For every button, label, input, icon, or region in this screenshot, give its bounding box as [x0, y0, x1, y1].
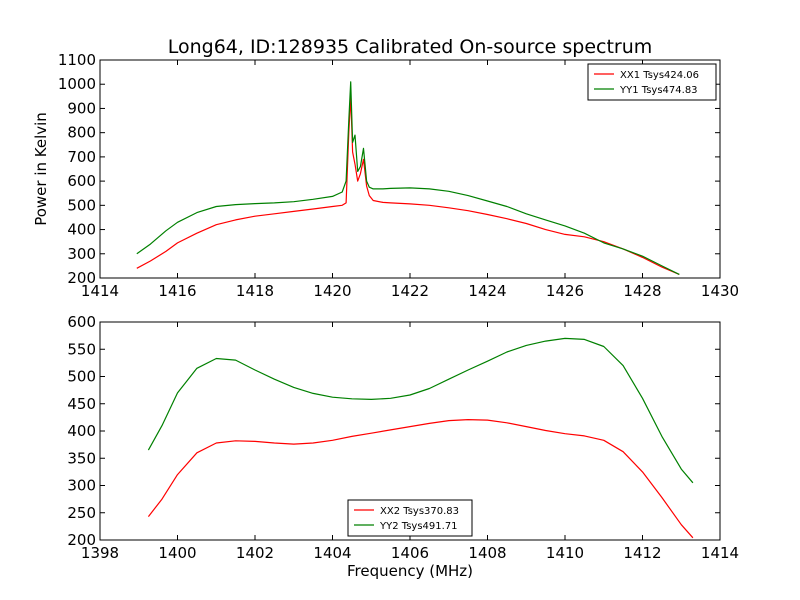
- top-y-tick-label: 1100: [58, 51, 96, 69]
- bottom-series-line-1: [147, 419, 694, 539]
- top-y-tick-label: 300: [67, 245, 96, 263]
- top-y-tick-label: 800: [67, 124, 96, 142]
- top-plot: 1414 1416 1418 1420 1422 1424 1426 1428 1430 200 3…: [58, 51, 739, 300]
- bottom-y-tick-label: 200: [67, 531, 96, 549]
- bottom-legend-label: YY2 Tsys491.71: [379, 521, 458, 532]
- top-y-tick-label: 500: [67, 196, 96, 214]
- top-x-tick-label: 1420: [313, 282, 351, 300]
- top-y-axis-label: Power in Kelvin: [32, 112, 50, 226]
- bottom-x-tick-label: 1400: [158, 544, 196, 562]
- top-x-tick-label: 1424: [468, 282, 506, 300]
- bottom-x-tick-label: 1410: [546, 544, 584, 562]
- bottom-x-tick-label: 1412: [623, 544, 661, 562]
- top-x-tick-label: 1416: [158, 282, 196, 300]
- top-legend-label: XX1 Tsys424.06: [620, 70, 699, 81]
- bottom-y-tick-label: 300: [67, 477, 96, 495]
- top-x-tick-label: 1414: [81, 282, 119, 300]
- bottom-x-tick-label: 1408: [468, 544, 506, 562]
- chart-title: Long64, ID:128935 Calibrated On-source s…: [168, 36, 653, 58]
- top-x-tick-label: 1430: [701, 282, 739, 300]
- bottom-series-line-2: [147, 337, 694, 484]
- bottom-y-tick-label: 350: [67, 449, 96, 467]
- top-x-tick-label: 1418: [236, 282, 274, 300]
- bottom-x-tick-label: 1406: [391, 544, 429, 562]
- top-x-tick-label: 1422: [391, 282, 429, 300]
- bottom-legend-label: XX2 Tsys370.83: [380, 506, 459, 517]
- top-series-line-1: [136, 95, 680, 275]
- bottom-x-axis-label: Frequency (MHz): [347, 562, 473, 580]
- bottom-x-tick-label: 1402: [236, 544, 274, 562]
- bottom-y-tick-label: 400: [67, 422, 96, 440]
- top-x-tick-label: 1426: [546, 282, 584, 300]
- top-x-tick-label: 1428: [623, 282, 661, 300]
- top-series-line-2: [136, 81, 680, 275]
- top-legend-label: YY1 Tsys474.83: [619, 85, 698, 96]
- top-y-tick-label: 400: [67, 221, 96, 239]
- top-y-tick-label: 200: [67, 269, 96, 287]
- top-y-tick-label: 900: [67, 99, 96, 117]
- bottom-plot: 1398 1400 1402 1404 1406 1408 1410 1412 1414 200 2…: [67, 313, 739, 562]
- bottom-y-tick-label: 600: [67, 313, 96, 331]
- bottom-y-tick-label: 550: [67, 340, 96, 358]
- bottom-y-tick-label: 250: [67, 504, 96, 522]
- bottom-x-tick-label: 1398: [81, 544, 119, 562]
- bottom-legend-box: [347, 499, 473, 537]
- top-legend-box: [587, 63, 717, 101]
- bottom-x-tick-label: 1404: [313, 544, 351, 562]
- bottom-x-tick-label: 1414: [701, 544, 739, 562]
- top-y-tick-label: 1000: [58, 75, 96, 93]
- bottom-y-tick-label: 450: [67, 395, 96, 413]
- bottom-y-tick-label: 500: [67, 368, 96, 386]
- top-y-tick-label: 600: [67, 172, 96, 190]
- top-y-tick-label: 700: [67, 148, 96, 166]
